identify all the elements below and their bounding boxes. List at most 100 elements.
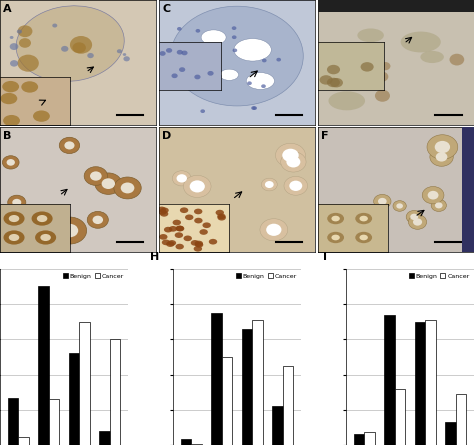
Circle shape [3, 216, 20, 230]
Circle shape [12, 224, 29, 238]
Circle shape [265, 181, 273, 188]
Circle shape [17, 217, 40, 235]
Circle shape [101, 178, 115, 189]
Circle shape [410, 214, 418, 220]
Circle shape [435, 202, 443, 208]
Circle shape [281, 152, 306, 172]
Ellipse shape [220, 69, 238, 81]
Ellipse shape [201, 30, 226, 45]
Circle shape [8, 195, 26, 210]
Circle shape [282, 149, 299, 162]
Circle shape [56, 95, 62, 100]
Circle shape [276, 58, 281, 61]
Circle shape [216, 64, 220, 68]
Circle shape [25, 80, 38, 91]
Circle shape [70, 36, 92, 54]
Circle shape [9, 106, 14, 110]
Circle shape [337, 60, 354, 73]
Ellipse shape [171, 6, 303, 106]
Circle shape [428, 191, 438, 199]
Circle shape [266, 224, 282, 236]
Circle shape [232, 26, 237, 30]
Circle shape [61, 46, 68, 52]
Circle shape [193, 80, 198, 84]
Text: I: I [323, 252, 327, 262]
Bar [8, 398, 18, 445]
Circle shape [190, 180, 205, 193]
Text: H: H [150, 252, 159, 262]
Circle shape [52, 24, 57, 28]
Bar [38, 287, 49, 445]
Circle shape [7, 159, 15, 166]
Legend: Benign, Cancer: Benign, Cancer [62, 272, 125, 280]
Circle shape [16, 227, 25, 235]
Bar [211, 312, 222, 445]
Circle shape [84, 167, 108, 186]
Circle shape [121, 182, 134, 194]
Circle shape [87, 211, 109, 228]
Circle shape [201, 109, 205, 113]
Text: B: B [3, 131, 11, 141]
Circle shape [216, 79, 221, 83]
Bar [181, 439, 191, 445]
Bar [18, 437, 29, 445]
Circle shape [252, 106, 257, 110]
Circle shape [2, 156, 19, 169]
Text: D: D [162, 131, 172, 141]
Circle shape [196, 29, 200, 32]
Bar [242, 329, 252, 445]
Bar [354, 434, 364, 445]
Circle shape [73, 42, 86, 53]
Bar [395, 388, 405, 445]
Circle shape [289, 181, 302, 191]
Legend: Benign, Cancer: Benign, Cancer [235, 272, 298, 280]
Circle shape [12, 199, 21, 206]
Circle shape [233, 49, 237, 52]
Circle shape [28, 103, 44, 116]
Circle shape [95, 173, 122, 194]
Bar [384, 315, 395, 445]
Bar [222, 357, 232, 445]
Bar [191, 444, 202, 445]
Circle shape [260, 218, 288, 241]
Circle shape [194, 229, 208, 240]
Circle shape [19, 38, 31, 48]
Ellipse shape [357, 28, 384, 42]
Circle shape [114, 177, 141, 199]
Circle shape [22, 221, 34, 231]
Circle shape [90, 171, 101, 181]
Ellipse shape [420, 51, 444, 63]
Circle shape [92, 216, 103, 224]
Circle shape [406, 210, 422, 223]
Circle shape [275, 143, 305, 167]
Circle shape [232, 35, 237, 39]
Circle shape [176, 174, 187, 182]
Bar [69, 353, 79, 445]
Circle shape [422, 186, 444, 204]
Circle shape [284, 176, 308, 195]
Circle shape [179, 77, 183, 80]
Circle shape [357, 42, 369, 52]
Ellipse shape [246, 73, 274, 89]
Circle shape [61, 224, 78, 237]
Text: C: C [162, 4, 170, 14]
Circle shape [59, 138, 80, 154]
Circle shape [374, 194, 391, 208]
Circle shape [368, 61, 381, 71]
Circle shape [449, 54, 464, 65]
Bar [445, 422, 456, 445]
Circle shape [9, 43, 18, 50]
Circle shape [393, 201, 406, 211]
Circle shape [59, 97, 68, 104]
Ellipse shape [328, 91, 365, 110]
Circle shape [50, 88, 55, 92]
Bar [415, 322, 425, 445]
Circle shape [18, 25, 32, 37]
Circle shape [18, 55, 39, 72]
Circle shape [378, 198, 387, 205]
Circle shape [409, 215, 427, 229]
Circle shape [375, 90, 390, 102]
Circle shape [62, 105, 68, 110]
Bar [283, 366, 293, 445]
Circle shape [380, 62, 391, 70]
